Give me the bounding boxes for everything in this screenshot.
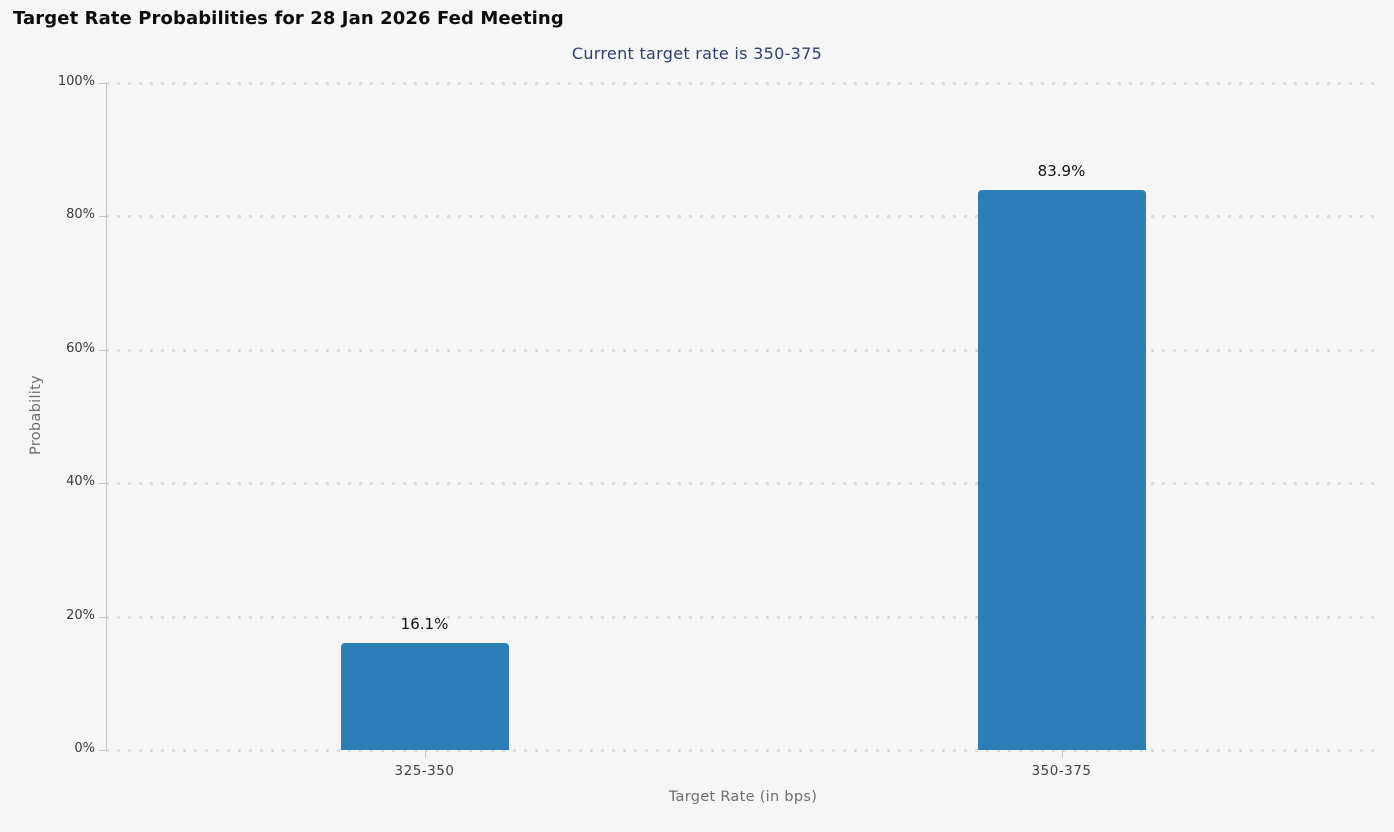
bar[interactable] <box>340 642 509 750</box>
y-tick-mark <box>99 349 106 351</box>
y-tick-mark <box>99 83 106 84</box>
gridline <box>106 348 1380 352</box>
gridline <box>106 615 1380 619</box>
y-tick-label: 100% <box>57 74 95 89</box>
chart-title: Target Rate Probabilities for 28 Jan 202… <box>13 8 564 29</box>
y-tick-label: 40% <box>66 474 95 490</box>
gridline <box>106 749 1380 752</box>
x-tick-label: 350-375 <box>1031 763 1092 779</box>
gridline <box>106 482 1380 486</box>
y-tick-label: 20% <box>66 607 95 623</box>
x-tick-label: 325-350 <box>394 763 455 779</box>
y-tick-label: 0% <box>74 741 95 756</box>
bar-value-label: 16.1% <box>400 614 449 633</box>
x-axis-title: Target Rate (in bps) <box>668 789 818 805</box>
y-axis-line <box>106 83 107 750</box>
bar-value-label: 83.9% <box>1037 162 1086 181</box>
plot-area: 0% 20% 40% 60% 80% 100% 16.1% 325-350 83.9% 350-3… <box>58 74 1380 779</box>
y-tick-label: 60% <box>66 340 95 356</box>
y-tick-mark <box>99 483 106 485</box>
y-tick-label: 80% <box>66 207 95 223</box>
bar[interactable] <box>977 190 1146 750</box>
y-tick-mark <box>99 616 106 618</box>
y-tick-mark <box>99 750 106 751</box>
chart-subtitle: Current target rate is 350-375 <box>571 44 823 63</box>
x-tick-mark <box>1061 750 1063 758</box>
y-tick-mark <box>99 216 106 218</box>
gridline <box>106 82 1380 85</box>
gridline <box>106 215 1380 219</box>
y-axis-title: Probability <box>28 375 44 455</box>
x-tick-mark <box>424 750 426 758</box>
